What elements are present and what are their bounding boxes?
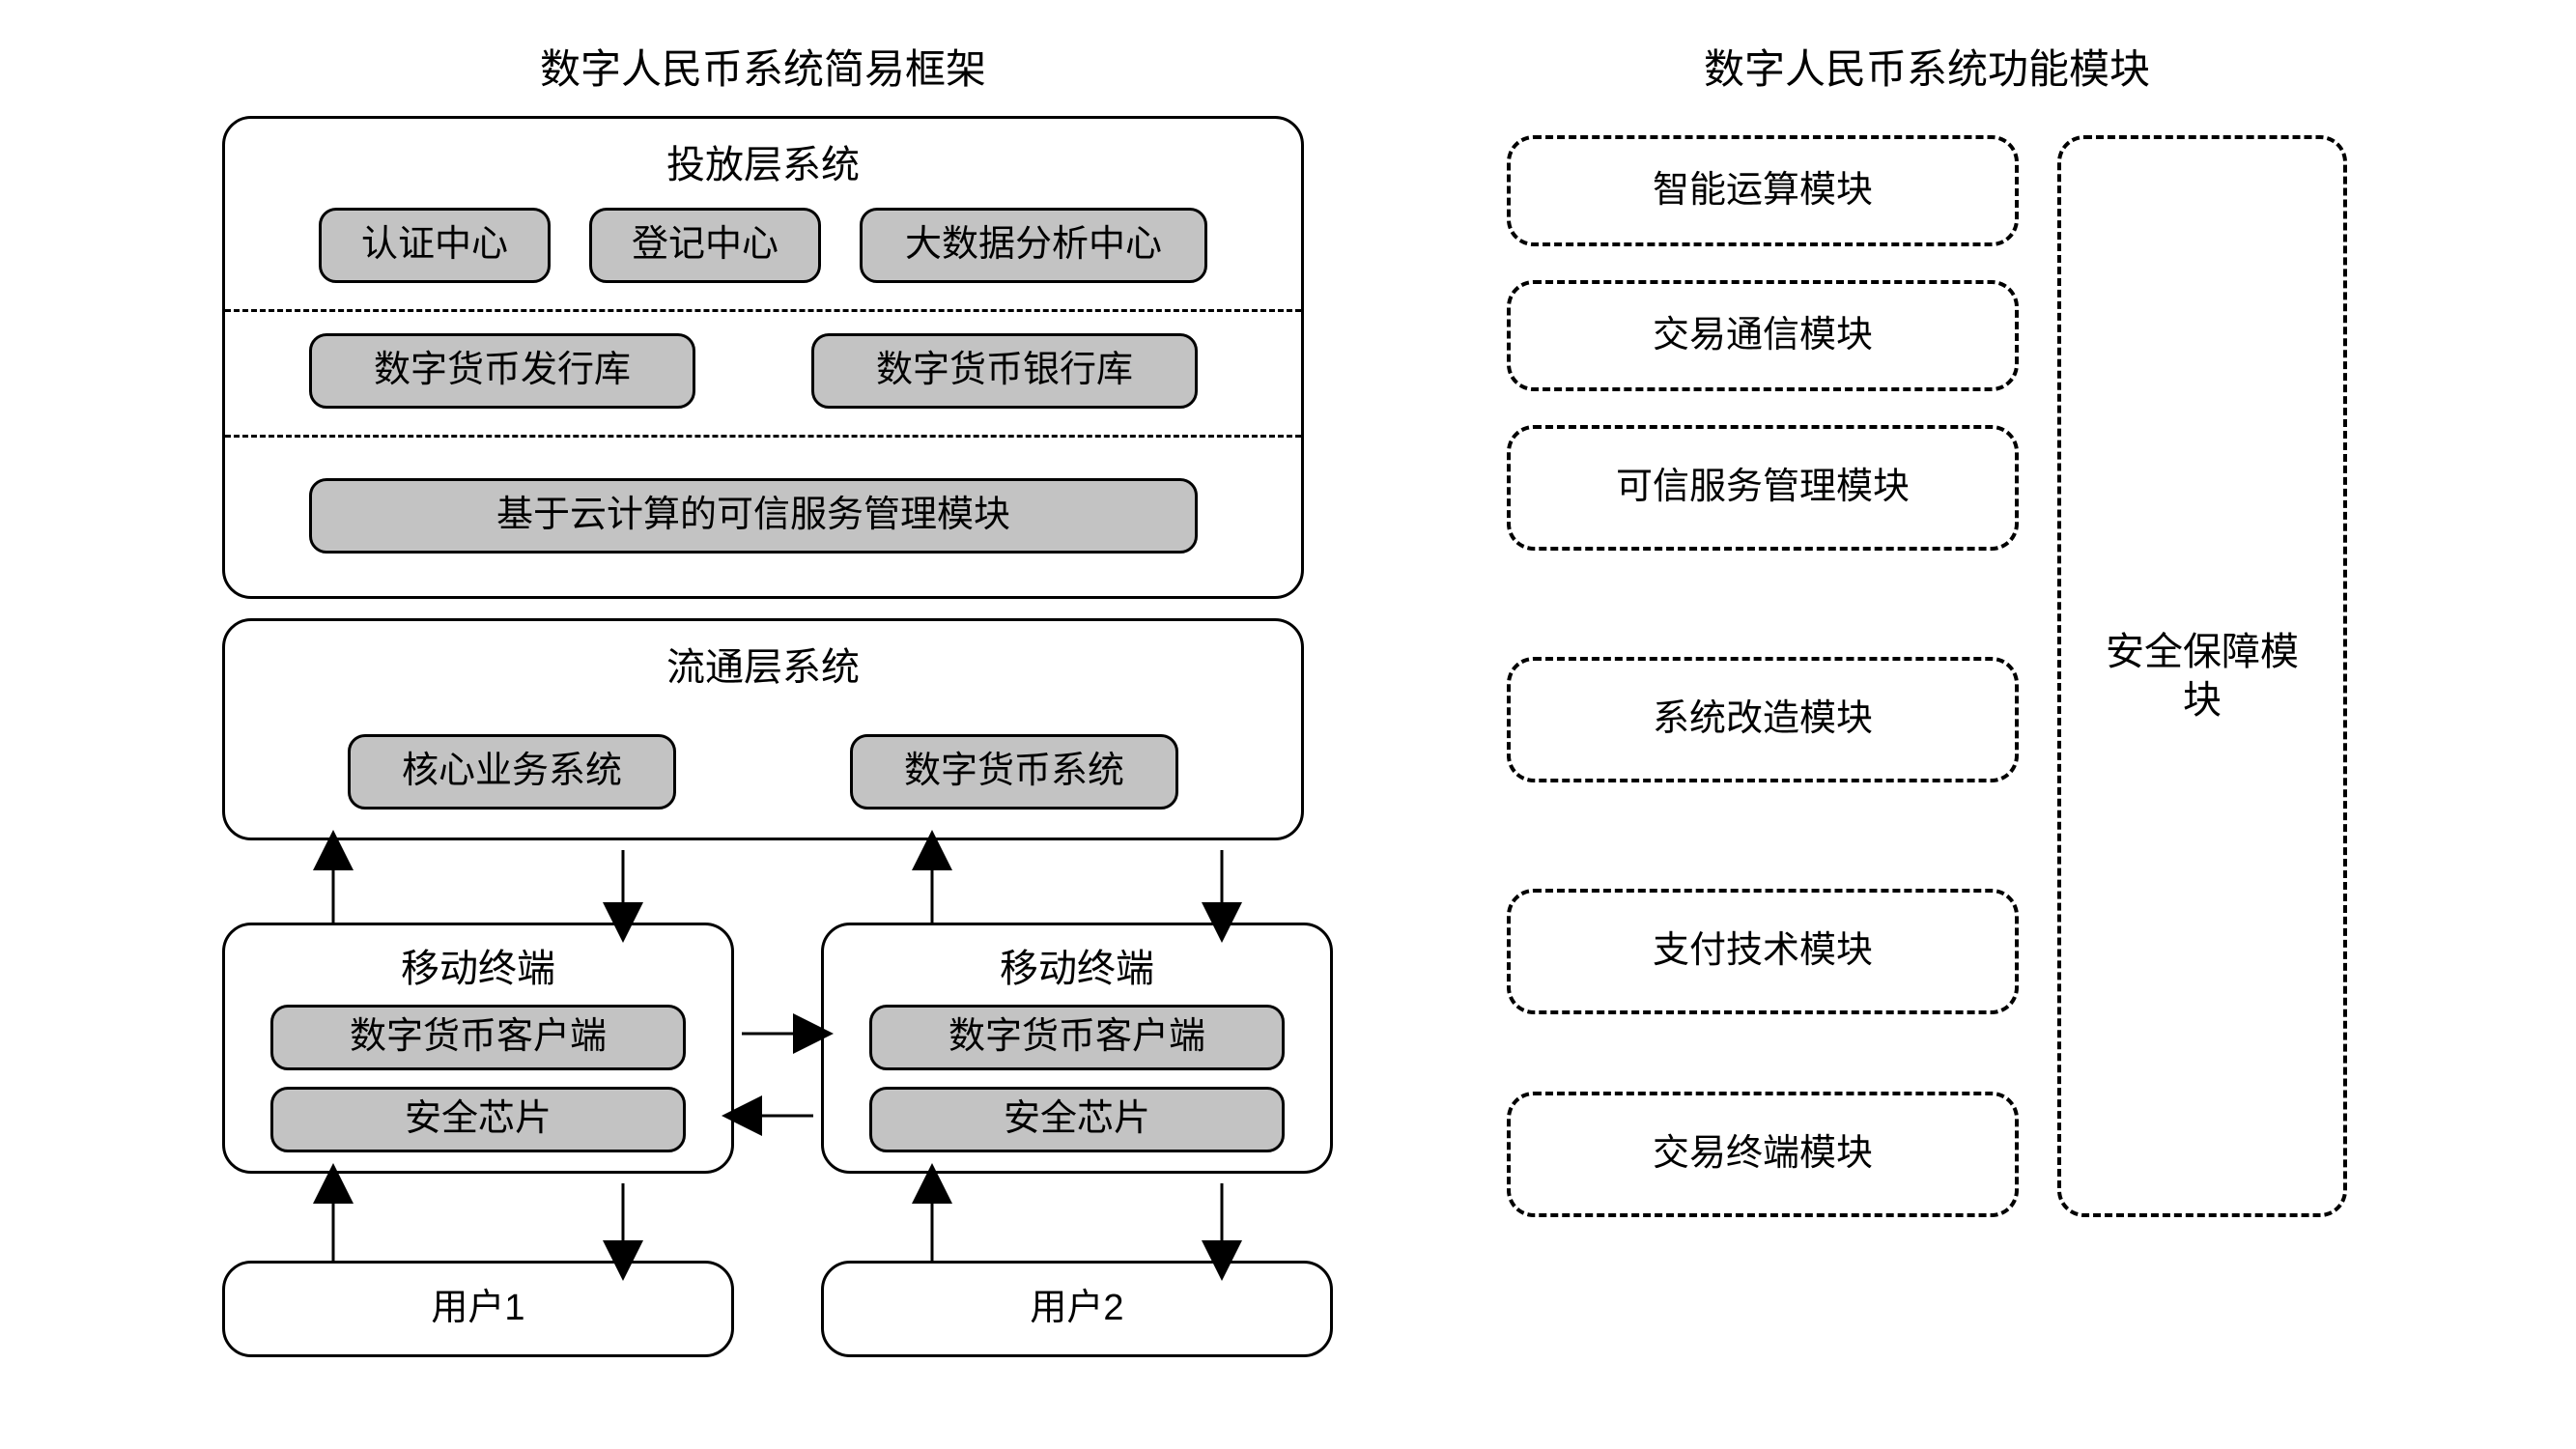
module-system-rework: 系统改造模块 [1507,657,2019,782]
module-payment-tech: 支付技术模块 [1507,889,2019,1014]
module-security: 安全保障模块 [2057,135,2347,1217]
module-transaction-terminal: 交易终端模块 [1507,1092,2019,1217]
module-trusted-service: 可信服务管理模块 [1507,425,2019,551]
module-intelligent-compute: 智能运算模块 [1507,135,2019,246]
module-transaction-comm: 交易通信模块 [1507,280,2019,391]
